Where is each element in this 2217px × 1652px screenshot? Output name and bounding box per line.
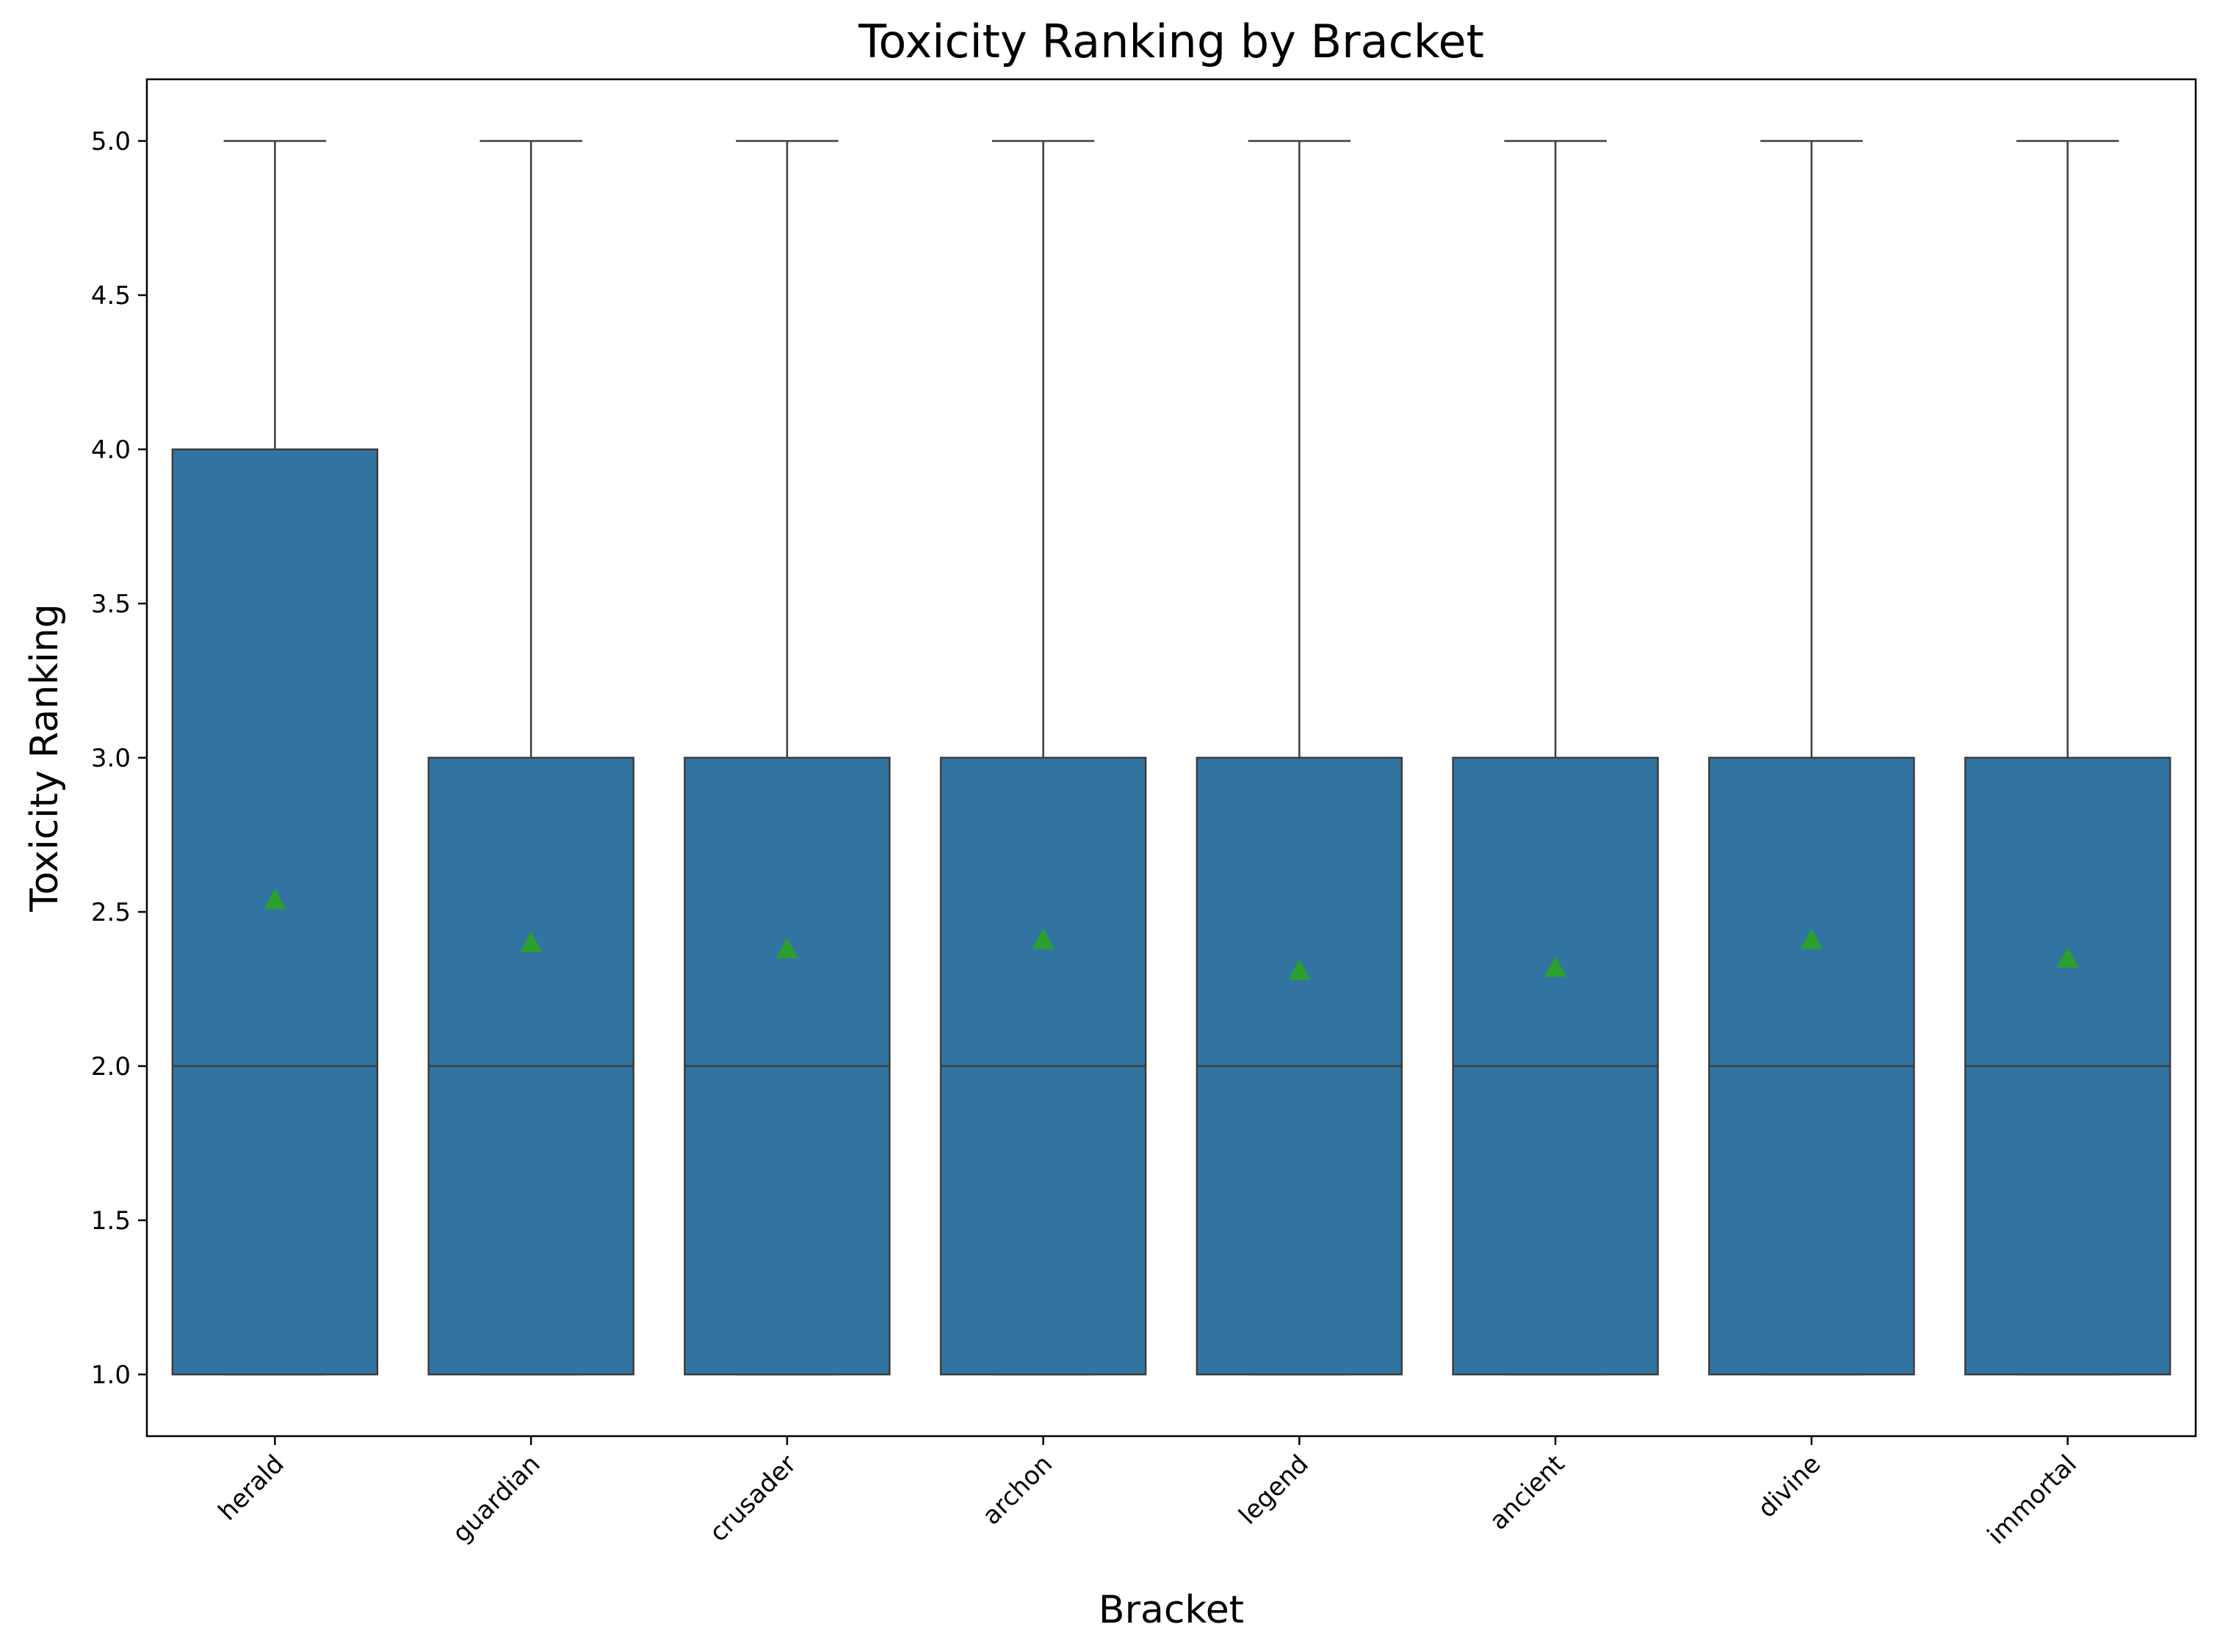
boxes-layer	[171, 140, 2171, 1376]
y-tick-label: 2.5	[91, 898, 131, 927]
chart-title: Toxicity Ranking by Bracket	[858, 15, 1484, 68]
y-tick-label: 2.0	[91, 1052, 131, 1082]
box-immortal	[1964, 140, 2171, 1376]
mean-marker	[1800, 928, 1823, 949]
box-crusader	[684, 140, 891, 1376]
y-tick-label: 1.0	[91, 1361, 131, 1390]
mean-marker	[1288, 959, 1311, 980]
mean-marker	[775, 938, 798, 959]
x-axis-title: Bracket	[1099, 1588, 1244, 1632]
box-iqr	[171, 448, 379, 1376]
box-guardian	[427, 140, 634, 1376]
y-axis-title: Toxicity Ranking	[23, 604, 67, 912]
box-herald	[171, 140, 379, 1376]
box-divine	[1708, 140, 1915, 1376]
mean-marker	[1544, 956, 1567, 977]
mean-marker	[2056, 947, 2079, 968]
mean-marker	[1032, 928, 1055, 949]
y-tick-label: 5.0	[91, 127, 131, 156]
box-legend	[1196, 140, 1403, 1376]
box-archon	[939, 140, 1147, 1376]
box-ancient	[1452, 140, 1659, 1376]
mean-marker	[264, 888, 286, 909]
y-axis: 1.0 1.5 2.0 2.5 3.0 3.5 4.0 4.5 5.0	[91, 127, 147, 1390]
plot-frame	[145, 78, 2197, 1438]
y-tick-label: 4.5	[91, 281, 131, 311]
y-tick-label: 4.0	[91, 435, 131, 465]
y-tick-label: 3.5	[91, 590, 131, 619]
y-tick-label: 3.0	[91, 744, 131, 773]
mean-marker	[520, 932, 543, 952]
y-tick-label: 1.5	[91, 1206, 131, 1236]
